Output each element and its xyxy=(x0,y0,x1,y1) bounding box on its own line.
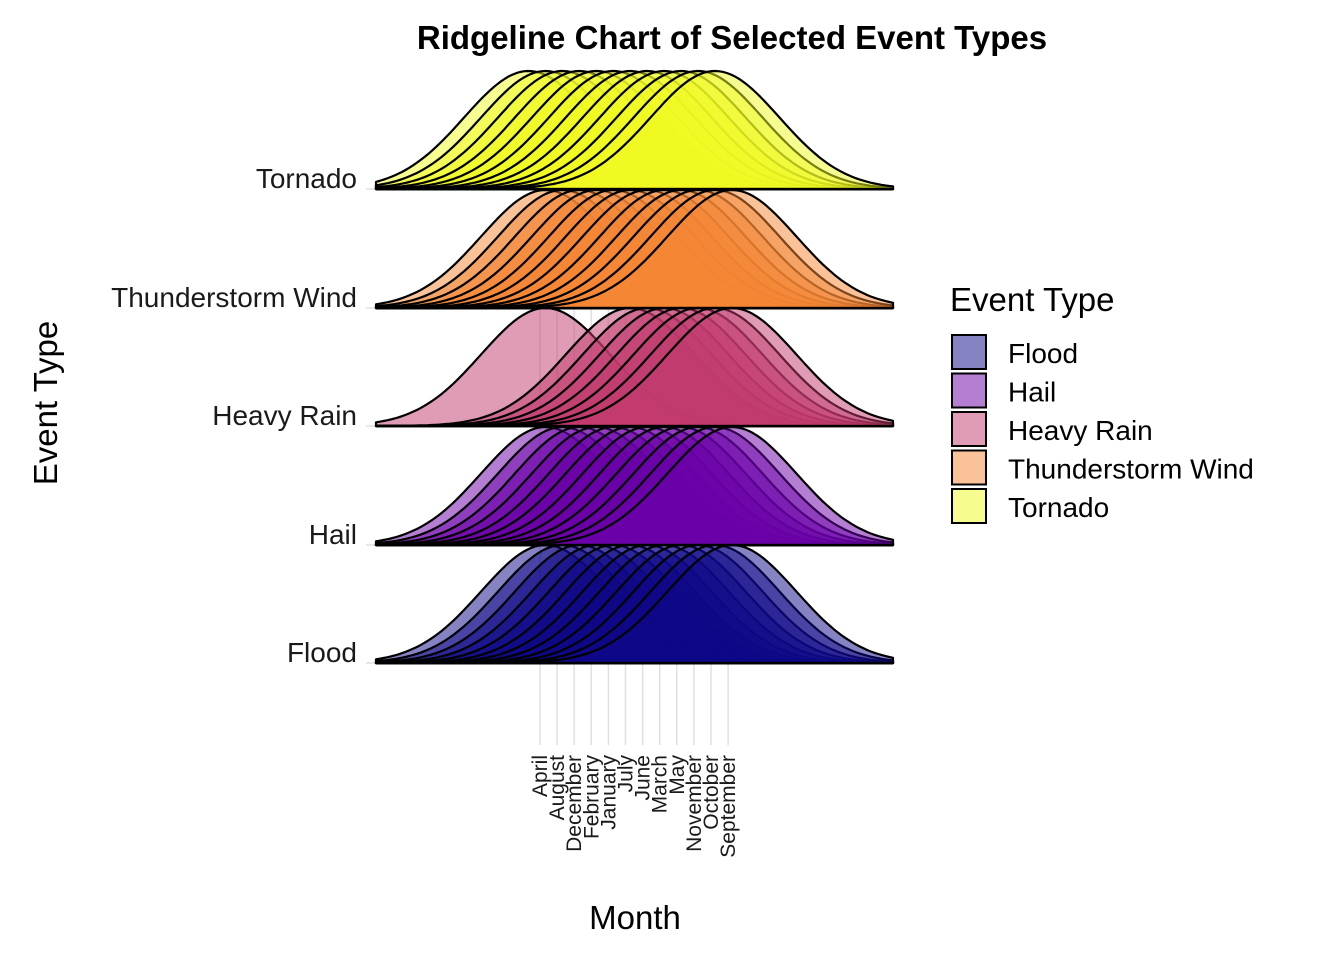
x-tick-february: February xyxy=(580,755,603,840)
ridge-tornado-12 xyxy=(374,69,895,191)
ridges xyxy=(374,69,895,665)
legend-swatch-flood xyxy=(951,334,987,370)
ridge-group-heavy-rain xyxy=(374,306,895,428)
legend-label-tornado: Tornado xyxy=(1008,492,1109,523)
ridge-group-flood xyxy=(374,543,895,665)
y-axis-title: Event Type xyxy=(27,321,64,486)
x-tick-july: July xyxy=(615,755,638,793)
y-label-hail: Hail xyxy=(309,519,357,550)
legend-swatch-thunderstorm-wind xyxy=(951,449,987,486)
ridge-flood-12 xyxy=(374,543,895,665)
legend-swatch-tornado xyxy=(951,488,987,524)
x-tick-october: October xyxy=(700,755,723,830)
ridge-heavy-rain-8 xyxy=(374,306,895,428)
x-tick-march: March xyxy=(649,755,672,813)
y-label-flood: Flood xyxy=(287,637,357,668)
ridge-thunderstorm-wind-12 xyxy=(374,188,895,310)
ridge-group-thunderstorm-wind xyxy=(374,188,895,310)
x-tick-august: August xyxy=(546,755,569,821)
x-tick-november: November xyxy=(683,755,706,852)
x-axis-title: Month xyxy=(589,899,681,936)
legend-label-hail: Hail xyxy=(1008,377,1056,408)
chart-title: Ridgeline Chart of Selected Event Types xyxy=(417,19,1047,56)
y-label-heavy-rain: Heavy Rain xyxy=(212,400,357,431)
x-tick-january: January xyxy=(597,755,620,830)
legend: Event Type Flood Hail Heavy Rain Thundersto… xyxy=(950,281,1254,524)
y-axis-labels: Flood Hail Heavy Rain Thunderstorm Wind Torn… xyxy=(111,163,357,668)
ridge-group-hail xyxy=(374,425,895,547)
x-tick-december: December xyxy=(563,755,586,852)
legend-label-flood: Flood xyxy=(1008,338,1078,369)
legend-swatch-heavy-rain xyxy=(951,411,987,447)
x-tick-september: September xyxy=(717,755,740,858)
legend-swatch-hail xyxy=(951,372,987,409)
x-axis-tick-labels: AprilAugustDecemberFebruaryJanuaryJulyJu… xyxy=(529,755,740,858)
ridge-hail-12 xyxy=(374,425,895,547)
y-label-thunderstorm-wind: Thunderstorm Wind xyxy=(111,282,357,313)
legend-label-heavy-rain: Heavy Rain xyxy=(1008,415,1153,446)
x-tick-april: April xyxy=(529,755,552,797)
legend-title: Event Type xyxy=(950,281,1115,318)
x-tick-may: May xyxy=(666,755,689,795)
y-label-tornado: Tornado xyxy=(256,163,357,194)
ridge-group-tornado xyxy=(374,69,895,191)
x-tick-june: June xyxy=(632,755,655,801)
legend-label-thunderstorm-wind: Thunderstorm Wind xyxy=(1008,454,1254,485)
